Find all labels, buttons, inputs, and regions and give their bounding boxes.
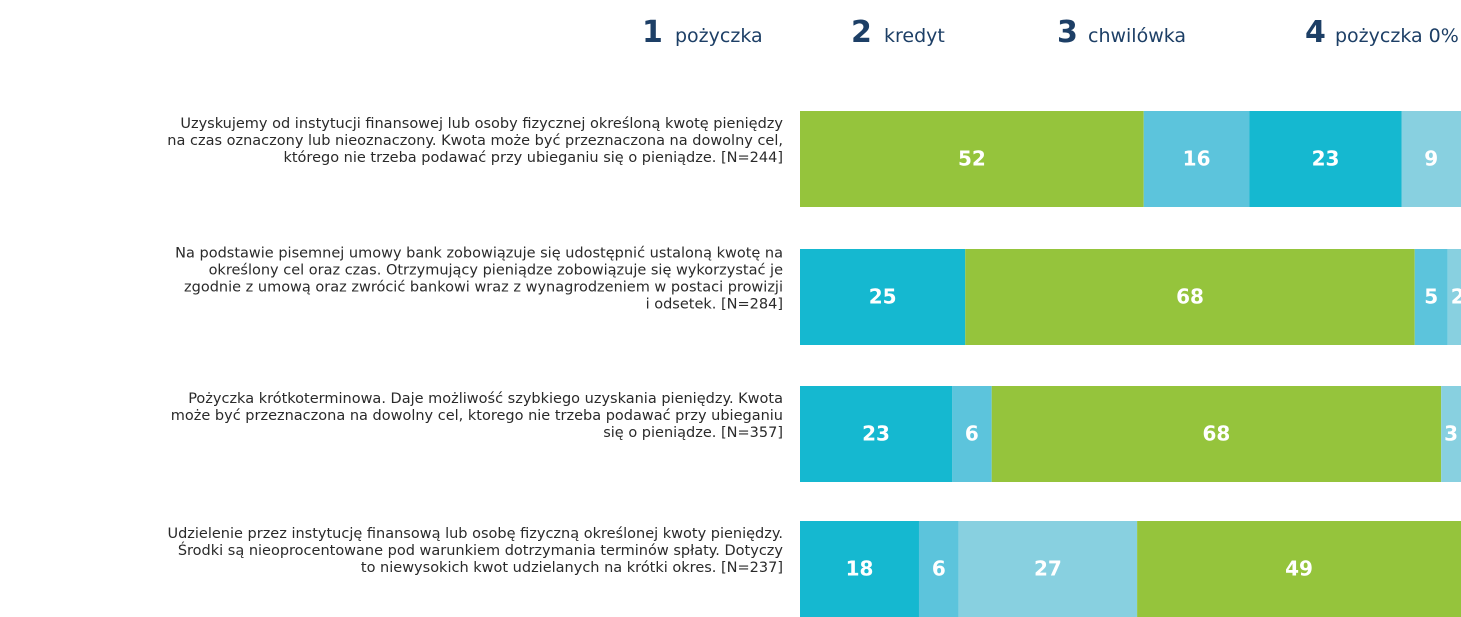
legend-number: 3 — [1057, 15, 1078, 50]
category-label: się o pieniądze. [N=357] — [603, 425, 783, 441]
value-label: 25 — [869, 285, 897, 309]
bar-segment — [1249, 111, 1402, 207]
category-label: na czas oznaczony lub nieoznaczony. Kwot… — [167, 133, 783, 149]
legend-label: kredyt — [884, 25, 945, 47]
value-label: 68 — [1203, 422, 1231, 446]
category-label: może być przeznaczona na dowolny cel, kt… — [171, 408, 783, 424]
legend-number: 1 — [642, 15, 663, 50]
bar-segment — [952, 386, 992, 482]
bar-segment — [991, 386, 1442, 482]
category-label: zgodnie z umową oraz zwrócić bankowi wra… — [184, 280, 783, 296]
legend-number: 2 — [851, 15, 872, 50]
bar-segment — [918, 521, 959, 617]
value-label: 9 — [1424, 147, 1438, 171]
value-label: 16 — [1183, 147, 1211, 171]
category-label: to niewysokich kwot udzielanych na krótk… — [361, 560, 783, 576]
bar-segment — [1447, 249, 1461, 345]
bar-segment — [800, 521, 919, 617]
value-label: 23 — [1312, 147, 1340, 171]
value-label: 68 — [1176, 285, 1204, 309]
bar-segment — [965, 249, 1415, 345]
bar-segment — [1414, 249, 1448, 345]
bar-segment — [1441, 386, 1461, 482]
value-label: 2 — [1451, 285, 1461, 309]
value-label: 18 — [846, 557, 874, 581]
legend-number: 4 — [1305, 15, 1326, 50]
value-label: 49 — [1285, 557, 1313, 581]
legend-label: chwilówka — [1088, 25, 1186, 47]
bar-segment — [1137, 521, 1461, 617]
value-label: 5 — [1424, 285, 1438, 309]
bar-segment — [800, 249, 966, 345]
category-label: Pożyczka krótkoterminowa. Daje możliwość… — [188, 391, 783, 407]
category-label: określony cel oraz czas. Otrzymujący pie… — [209, 263, 784, 279]
value-label: 6 — [932, 557, 946, 581]
legend-label: pożyczka 0% — [1335, 25, 1459, 47]
bar-segment — [800, 386, 953, 482]
value-label: 27 — [1034, 557, 1062, 581]
legend-label: pożyczka — [675, 25, 763, 47]
bar-segment — [1143, 111, 1250, 207]
bar-segment — [800, 111, 1144, 207]
bar-segment — [958, 521, 1138, 617]
value-label: 52 — [958, 147, 986, 171]
bar-segment — [1401, 111, 1461, 207]
category-label: i odsetek. [N=284] — [646, 297, 783, 313]
category-label: którego nie trzeba podawać przy ubiegani… — [283, 150, 783, 166]
value-label: 3 — [1444, 422, 1458, 446]
category-label: Środki są nieoprocentowane pod warunkiem… — [178, 541, 784, 559]
category-label: Na podstawie pisemnej umowy bank zobowią… — [175, 246, 783, 262]
category-label: Uzyskujemy od instytucji finansowej lub … — [180, 116, 783, 132]
category-label: Udzielenie przez instytucję finansową lu… — [167, 526, 783, 542]
value-label: 23 — [862, 422, 890, 446]
value-label: 6 — [965, 422, 979, 446]
